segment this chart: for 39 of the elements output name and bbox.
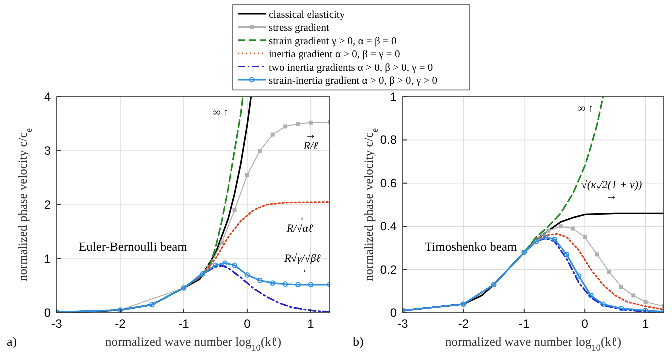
- y-tick-label: 3: [44, 144, 52, 158]
- y-tick-label: 0: [44, 306, 52, 320]
- annotation: ∞ ↑: [212, 107, 229, 120]
- x-tick-label: 1: [308, 317, 315, 331]
- y-tick-label: 2: [44, 198, 52, 212]
- y-tick-label: 1: [44, 252, 52, 266]
- x-tick-label: -2: [458, 317, 470, 331]
- annotation: → R/ℓ: [302, 130, 318, 153]
- y-tick-label: 0.2: [380, 262, 398, 277]
- legend-label: inertia gradient α > 0, β = γ = 0: [269, 50, 400, 61]
- x-tick-label: -3: [52, 317, 63, 331]
- y-tick-label: 0.8: [380, 133, 398, 148]
- x-tick-label: -1: [519, 317, 530, 331]
- x-tick-label: 0: [244, 317, 252, 331]
- x-tick-label: -2: [115, 317, 126, 331]
- annotation: → R/√αℓ: [286, 212, 314, 235]
- annotation: Timoshenko beam: [425, 240, 518, 254]
- y-tick-label: 0: [390, 306, 398, 320]
- annotation: Euler-Bernoulli beam: [79, 240, 188, 254]
- x-tick-label: -3: [398, 317, 409, 331]
- x-tick-label: 0: [582, 317, 589, 331]
- x-axis-title: normalized wave number log$_{10}$(kℓ): [105, 335, 282, 352]
- legend-label: two inertia gradients α > 0, β > 0, γ = 0: [269, 62, 434, 74]
- text: a): [7, 334, 18, 349]
- annotation: ∞ ↑: [578, 102, 594, 115]
- text: b): [353, 334, 364, 349]
- legend-label: strain-inertia gradient α > 0, β > 0, γ > 0: [269, 76, 438, 87]
- legend-label: classical elasticity: [269, 10, 346, 21]
- annotation: R√γ/√βℓ →: [284, 252, 322, 276]
- legend-label: stress gradient: [269, 23, 330, 34]
- x-tick-label: -1: [178, 317, 190, 331]
- y-tick-label: 0.4: [380, 220, 398, 234]
- x-tick-label: 1: [642, 317, 650, 331]
- y-tick-label: 0.6: [380, 176, 398, 190]
- y-tick-label: 4: [44, 90, 52, 104]
- annotation: √(κₛ/2(1 + ν)) →: [581, 179, 643, 202]
- legend-label: strain gradient γ > 0, α = β = 0: [269, 36, 397, 48]
- x-axis-title: normalized wave number log$_{10}$(kℓ): [445, 335, 622, 352]
- y-tick-label: 1: [390, 90, 398, 104]
